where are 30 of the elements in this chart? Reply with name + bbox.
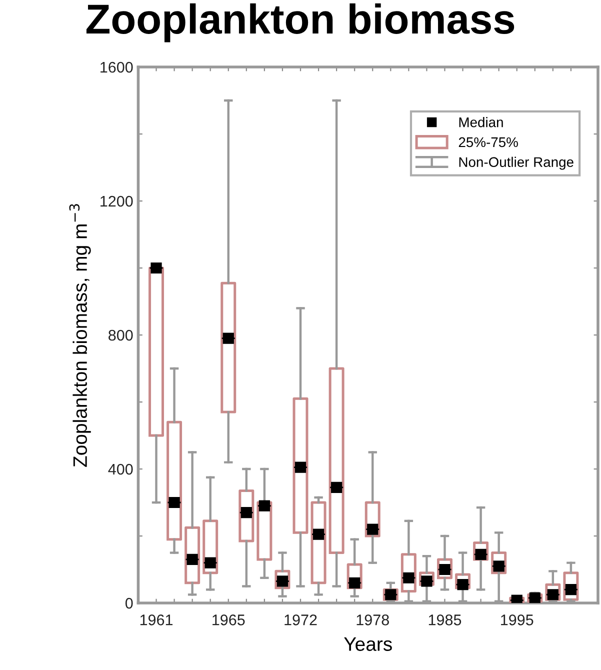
point (186, 554, 198, 566)
y-axis-title: Zooplankton biomass, mg m$^{−3}$ (69, 204, 91, 467)
legend-label: Median (459, 117, 503, 128)
y-tick-label: 1600 (100, 62, 133, 73)
chart-title: Zooplankton biomass (86, 3, 514, 42)
annotation: Non-Outlier Range (459, 156, 574, 170)
x-tick-label: 1978 (356, 614, 389, 626)
point (222, 332, 234, 344)
x-axis-title: Years (344, 637, 392, 651)
point (367, 524, 378, 535)
x-tick-label: 1985 (428, 614, 462, 626)
x-tick-label: 1972 (284, 614, 317, 626)
point (294, 462, 306, 473)
point (312, 528, 324, 540)
point (331, 482, 342, 493)
y-tick-label: 400 (108, 464, 133, 475)
y-tick-label: 800 (108, 330, 133, 341)
point (349, 577, 360, 588)
point (204, 557, 216, 568)
x-tick-label: 1995 (501, 614, 534, 626)
legend-label: 25%-75% (458, 137, 518, 148)
point (529, 592, 540, 603)
y-tick-label: 1200 (100, 196, 133, 207)
x-tick-label: 1965 (212, 614, 245, 626)
point (258, 500, 270, 512)
point (168, 496, 180, 508)
x-tick-label: 1961 (140, 614, 173, 626)
point (240, 506, 252, 518)
point (150, 262, 162, 274)
y-tick-label: 0 (125, 598, 133, 609)
